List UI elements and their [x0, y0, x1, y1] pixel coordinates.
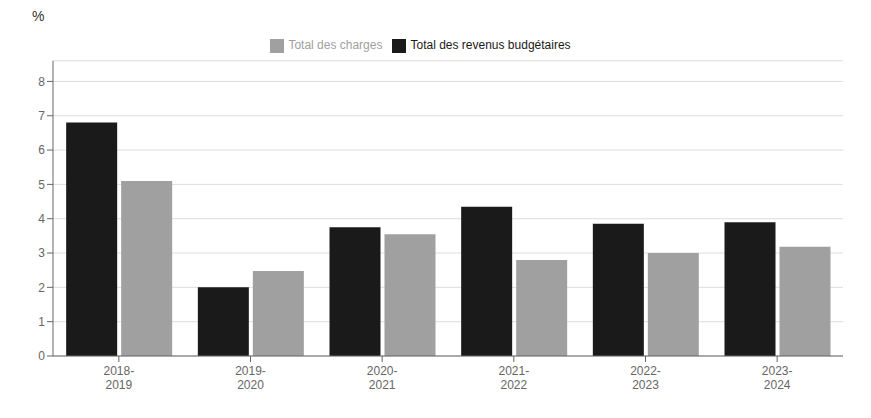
svg-text:8: 8	[38, 75, 45, 89]
svg-text:1: 1	[38, 315, 45, 329]
svg-text:7: 7	[38, 109, 45, 123]
svg-text:5: 5	[38, 178, 45, 192]
html-text:Total des charges: Total des charges	[288, 38, 383, 52]
svg-text:6: 6	[38, 143, 45, 157]
svg-text:2020-2021: 2020-2021	[367, 364, 398, 392]
svg-text:3: 3	[38, 246, 45, 260]
svg-text:4: 4	[38, 212, 45, 226]
svg-text:2018-2019: 2018-2019	[103, 364, 134, 392]
svg-text:2019-2020: 2019-2020	[235, 364, 266, 392]
svg-text:2: 2	[38, 281, 45, 295]
svg-text:2021-2022: 2021-2022	[498, 364, 529, 392]
svg-text:2022-2023: 2022-2023	[630, 364, 661, 392]
html-text:Total des revenus budgétaires: Total des revenus budgétaires	[410, 38, 571, 52]
svg-text:0: 0	[38, 349, 45, 363]
svg-text:2023-2024: 2023-2024	[762, 364, 793, 392]
